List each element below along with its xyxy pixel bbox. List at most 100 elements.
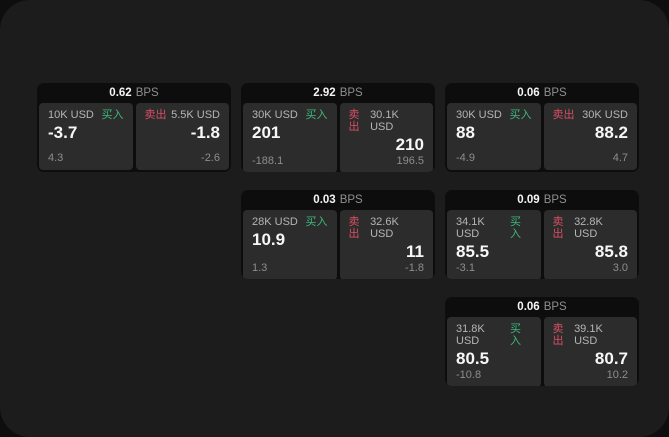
buy-quote-panel[interactable]: 34.1K USD 买入 85.5 -3.1	[447, 210, 541, 279]
buy-delta: -4.9	[456, 151, 475, 164]
sell-quote-panel[interactable]: 卖出 39.1K USD 80.7 10.2	[543, 317, 637, 386]
buy-delta: 4.3	[48, 151, 64, 164]
bps-value: 0.06	[517, 301, 540, 313]
card-body: 31.8K USD 买入 80.5 -10.8 卖出 39.1K USD 80.…	[445, 317, 639, 386]
buy-price: 201	[252, 123, 281, 143]
buy-side-label: 买入	[509, 216, 521, 241]
buy-amount: 28K USD	[252, 216, 298, 228]
buy-delta: -10.8	[456, 368, 482, 381]
sell-delta: 196.5	[396, 154, 424, 167]
buy-amount: 31.8K USD	[456, 323, 485, 348]
buy-price: 10.9	[252, 230, 286, 250]
buy-panel-top: 31.8K USD 买入	[456, 323, 532, 347]
buy-side-label: 买入	[509, 109, 532, 121]
buy-price: 88	[456, 123, 475, 143]
sell-amount: 30.1K USD	[370, 109, 399, 134]
buy-side-label: 买入	[101, 109, 124, 121]
sell-side-label: 卖出	[552, 216, 564, 241]
sell-quote-panel[interactable]: 卖出 5.5K USD -1.8 -2.6	[135, 103, 229, 170]
quote-card: 0.06 BPS 31.8K USD 买入 80.5 -10.8 卖出 39.1…	[445, 297, 639, 386]
sell-delta: 10.2	[606, 368, 628, 381]
quote-card: 0.09 BPS 34.1K USD 买入 85.5 -3.1 卖出 32.8K…	[445, 190, 639, 279]
bps-value: 2.92	[313, 87, 336, 99]
buy-side-label: 买入	[305, 109, 328, 121]
quote-card: 2.92 BPS 30K USD 买入 201 -188.1 卖出 30.1K …	[241, 83, 435, 172]
bps-value: 0.62	[109, 87, 132, 99]
card-body: 10K USD 买入 -3.7 4.3 卖出 5.5K USD -1.8 -2.…	[37, 103, 231, 172]
card-header: 0.09 BPS	[445, 190, 639, 210]
quote-card: 0.03 BPS 28K USD 买入 10.9 1.3 卖出 32.6K US…	[241, 190, 435, 279]
buy-delta: 1.3	[252, 261, 268, 274]
sell-amount: 32.8K USD	[574, 216, 603, 241]
sell-quote-panel[interactable]: 卖出 32.6K USD 11 -1.8	[339, 210, 433, 279]
buy-panel-top: 30K USD 买入	[252, 109, 328, 121]
sell-price: -1.8	[190, 123, 220, 143]
sell-side-label: 卖出	[552, 109, 575, 121]
quote-card: 0.06 BPS 30K USD 买入 88 -4.9 卖出 30K USD	[445, 83, 639, 172]
sell-side-label: 卖出	[348, 216, 360, 241]
buy-quote-panel[interactable]: 30K USD 买入 201 -188.1	[243, 103, 337, 172]
sell-price: 11	[406, 242, 424, 262]
sell-panel-top: 卖出 30K USD	[553, 109, 629, 121]
card-header: 0.06 BPS	[445, 83, 639, 103]
buy-side-label: 买入	[509, 323, 521, 348]
buy-delta: -188.1	[252, 154, 284, 167]
buy-price: 85.5	[456, 242, 490, 262]
sell-quote-panel[interactable]: 卖出 30.1K USD 210 196.5	[339, 103, 433, 172]
sell-delta: -1.8	[405, 261, 424, 274]
bps-unit-label: BPS	[135, 87, 159, 99]
card-header: 2.92 BPS	[241, 83, 435, 103]
quote-card: 0.62 BPS 10K USD 买入 -3.7 4.3 卖出 5.5K USD	[37, 83, 231, 172]
card-body: 30K USD 买入 88 -4.9 卖出 30K USD 88.2 4.7	[445, 103, 639, 172]
sell-quote-panel[interactable]: 卖出 30K USD 88.2 4.7	[543, 103, 637, 170]
bps-value: 0.06	[517, 87, 540, 99]
sell-quote-panel[interactable]: 卖出 32.8K USD 85.8 3.0	[543, 210, 637, 279]
bps-value: 0.09	[517, 194, 540, 206]
card-body: 34.1K USD 买入 85.5 -3.1 卖出 32.8K USD 85.8…	[445, 210, 639, 279]
card-header: 0.62 BPS	[37, 83, 231, 103]
sell-panel-top: 卖出 5.5K USD	[145, 109, 221, 121]
buy-quote-panel[interactable]: 31.8K USD 买入 80.5 -10.8	[447, 317, 541, 386]
sell-amount: 32.6K USD	[370, 216, 399, 241]
buy-amount: 34.1K USD	[456, 216, 485, 241]
bps-unit-label: BPS	[543, 301, 567, 313]
buy-quote-panel[interactable]: 30K USD 买入 88 -4.9	[447, 103, 541, 170]
sell-price: 210	[395, 135, 424, 155]
sell-side-label: 卖出	[552, 323, 564, 348]
sell-price: 88.2	[594, 123, 628, 143]
buy-panel-top: 28K USD 买入	[252, 216, 328, 228]
buy-quote-panel[interactable]: 10K USD 买入 -3.7 4.3	[39, 103, 133, 170]
buy-price: 80.5	[456, 349, 490, 369]
sell-side-label: 卖出	[144, 109, 167, 121]
buy-amount: 30K USD	[456, 109, 502, 121]
sell-panel-top: 卖出 39.1K USD	[553, 323, 629, 347]
sell-panel-top: 卖出 32.6K USD	[349, 216, 425, 240]
bps-unit-label: BPS	[339, 194, 363, 206]
buy-amount: 10K USD	[48, 109, 94, 121]
card-body: 30K USD 买入 201 -188.1 卖出 30.1K USD 210 1…	[241, 103, 435, 172]
sell-side-label: 卖出	[348, 109, 360, 134]
bps-unit-label: BPS	[543, 87, 567, 99]
bps-value: 0.03	[313, 194, 336, 206]
quote-cards-grid: 0.62 BPS 10K USD 买入 -3.7 4.3 卖出 5.5K USD	[37, 83, 639, 386]
buy-price: -3.7	[48, 123, 78, 143]
buy-delta: -3.1	[456, 261, 475, 274]
card-header: 0.03 BPS	[241, 190, 435, 210]
buy-panel-top: 10K USD 买入	[48, 109, 124, 121]
sell-delta: 3.0	[612, 261, 628, 274]
buy-side-label: 买入	[305, 216, 328, 228]
sell-amount: 30K USD	[582, 109, 628, 121]
sell-delta: 4.7	[612, 151, 628, 164]
sell-panel-top: 卖出 30.1K USD	[349, 109, 425, 133]
sell-panel-top: 卖出 32.8K USD	[553, 216, 629, 240]
buy-quote-panel[interactable]: 28K USD 买入 10.9 1.3	[243, 210, 337, 279]
sell-price: 85.8	[594, 242, 628, 262]
buy-amount: 30K USD	[252, 109, 298, 121]
sell-amount: 5.5K USD	[171, 109, 220, 121]
card-header: 0.06 BPS	[445, 297, 639, 317]
card-body: 28K USD 买入 10.9 1.3 卖出 32.6K USD 11 -1.8	[241, 210, 435, 279]
buy-panel-top: 30K USD 买入	[456, 109, 532, 121]
sell-amount: 39.1K USD	[574, 323, 603, 348]
bps-unit-label: BPS	[543, 194, 567, 206]
